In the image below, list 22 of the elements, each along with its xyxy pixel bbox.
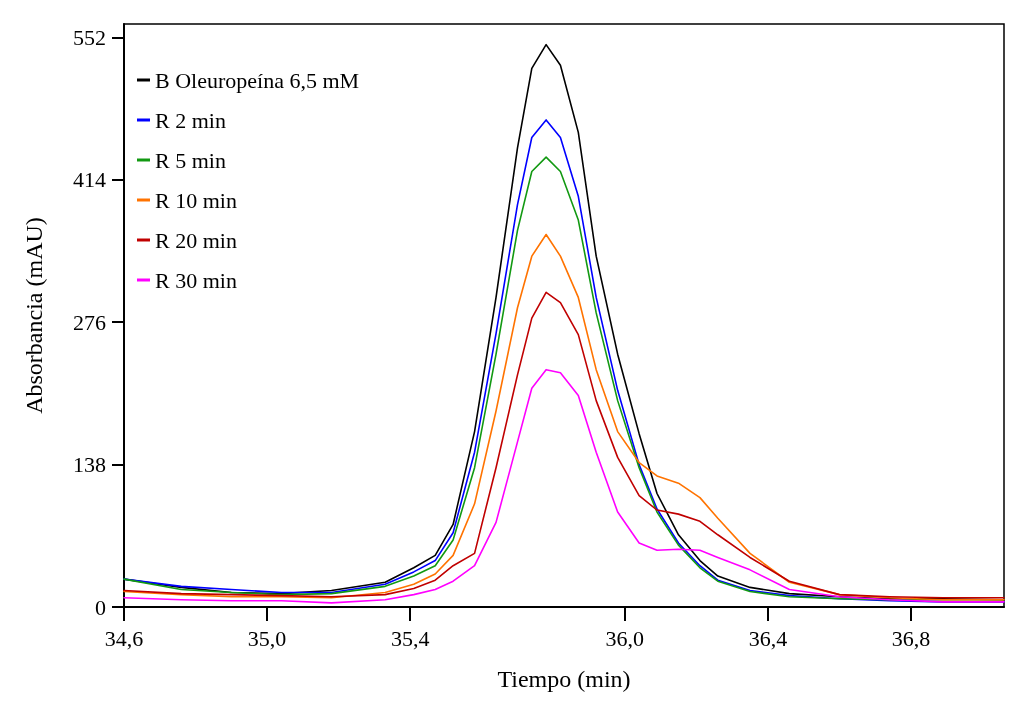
legend-label: R 10 min [155, 187, 237, 213]
y-axis-title: Absorbancia (mAU) [21, 217, 47, 414]
x-tick-label: 36,0 [605, 625, 645, 651]
line-series [123, 368, 1005, 604]
y-tick-label: 414 [73, 167, 106, 193]
legend-label: R 2 min [155, 107, 226, 133]
legend-label: R 20 min [155, 227, 237, 253]
y-tick-label: 552 [73, 24, 106, 50]
y-tick-label: 138 [73, 452, 106, 478]
legend-label: B Oleuropeína 6,5 mM [155, 67, 360, 93]
x-tick-label: 36,8 [891, 625, 931, 651]
x-tick-label: 35,0 [247, 625, 287, 651]
y-tick-label: 276 [73, 309, 106, 335]
x-tick-label: 34,6 [104, 625, 144, 651]
line-series [123, 291, 1005, 599]
legend-label: R 30 min [155, 267, 237, 293]
x-axis-title: Tiempo (min) [497, 666, 631, 692]
y-tick-label: 0 [95, 594, 106, 620]
x-tick-label: 35,4 [390, 625, 430, 651]
legend-label: R 5 min [155, 147, 226, 173]
x-tick-label: 36,4 [748, 625, 788, 651]
line-series [123, 233, 1005, 601]
